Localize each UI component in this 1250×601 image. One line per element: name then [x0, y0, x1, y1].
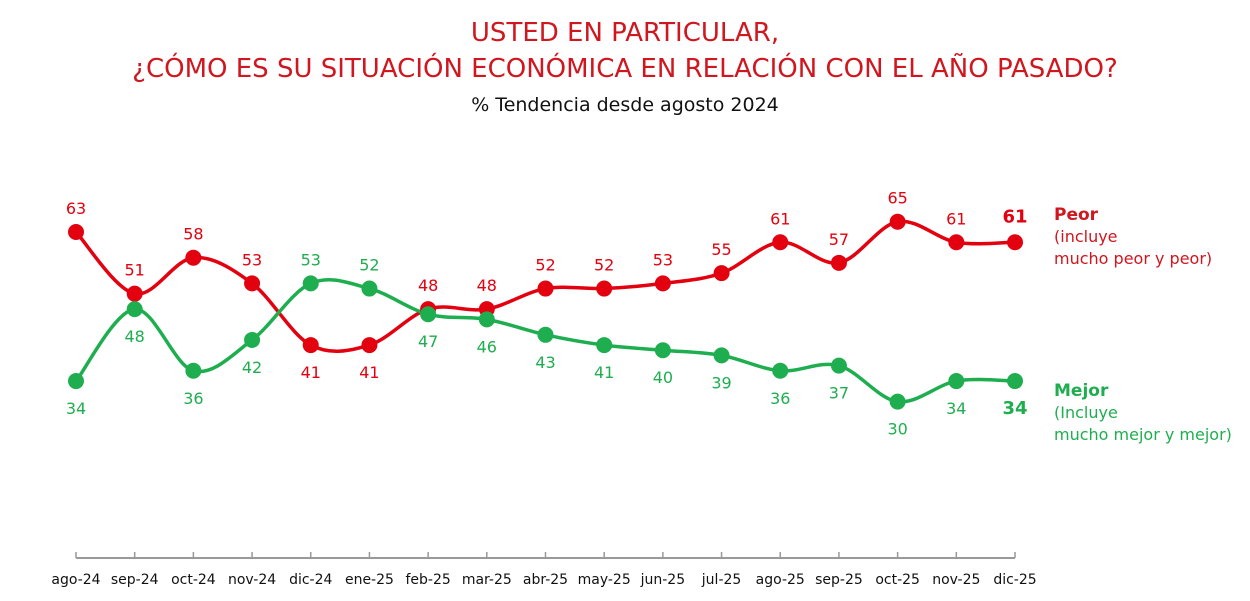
data-label-mejor: 43 — [535, 353, 555, 372]
data-point-peor — [68, 224, 84, 240]
data-label-mejor: 47 — [418, 332, 438, 351]
data-point-mejor — [654, 342, 671, 359]
x-tick-label: dic-25 — [993, 572, 1036, 588]
data-label-mejor: 34 — [1002, 398, 1027, 419]
data-point-mejor — [420, 306, 437, 323]
data-label-mejor: 41 — [594, 363, 614, 382]
chart-title-line1: USTED EN PARTICULAR, — [470, 18, 780, 48]
legend-mejor-name: Mejor — [1054, 381, 1109, 401]
data-point-mejor — [1007, 373, 1023, 390]
data-label-mejor: 53 — [301, 250, 321, 269]
data-label-mejor: 36 — [183, 389, 203, 408]
data-label-peor: 48 — [418, 276, 438, 295]
chart-title-line2: ¿CÓMO ES SU SITUACIÓN ECONÓMICA EN RELAC… — [132, 54, 1118, 84]
data-point-mejor — [713, 347, 730, 364]
data-point-peor — [596, 280, 613, 297]
data-label-mejor: 30 — [887, 420, 907, 439]
x-tick-label: ago-24 — [51, 572, 100, 588]
x-tick-label: feb-25 — [405, 572, 450, 588]
data-point-mejor — [244, 331, 261, 348]
x-tick-label: dic-24 — [289, 572, 332, 588]
data-point-mejor — [68, 373, 84, 390]
series-line-mejor — [74, 278, 1016, 404]
x-tick-label: sep-25 — [815, 572, 863, 588]
data-label-mejor: 42 — [242, 358, 262, 377]
data-label-peor: 41 — [301, 363, 321, 382]
data-point-peor — [244, 275, 261, 292]
data-point-peor — [185, 249, 202, 266]
data-label-peor: 52 — [535, 256, 555, 275]
x-tick-label: ene-25 — [345, 572, 394, 588]
x-tick-label: may-25 — [578, 572, 631, 588]
data-point-peor — [126, 285, 143, 302]
data-point-peor — [830, 254, 847, 271]
data-point-mejor — [478, 311, 495, 328]
x-tick-label: oct-25 — [875, 572, 920, 588]
data-point-peor — [1007, 234, 1023, 251]
legend-mejor: Mejor (Incluye mucho mejor y mejor) — [1054, 380, 1232, 446]
data-label-peor: 52 — [594, 256, 614, 275]
data-label-peor: 41 — [359, 363, 379, 382]
x-tick-label: mar-25 — [462, 572, 512, 588]
data-point-mejor — [185, 362, 202, 379]
data-point-mejor — [772, 362, 789, 379]
data-label-peor: 51 — [125, 261, 145, 280]
data-label-mejor: 48 — [125, 327, 145, 346]
data-label-mejor: 34 — [66, 399, 86, 418]
data-point-mejor — [302, 275, 319, 292]
data-label-mejor: 36 — [770, 389, 790, 408]
data-label-mejor: 34 — [946, 399, 966, 418]
data-label-peor: 58 — [183, 225, 203, 244]
data-label-peor: 57 — [829, 230, 849, 249]
data-point-peor — [361, 337, 378, 354]
x-tick-label: jun-25 — [640, 572, 686, 588]
x-tick-label: sep-24 — [111, 572, 159, 588]
data-point-peor — [302, 337, 319, 354]
data-point-mejor — [830, 357, 847, 374]
data-point-mejor — [948, 373, 965, 390]
data-point-peor — [889, 213, 906, 230]
data-label-peor: 61 — [770, 209, 790, 228]
data-label-mejor: 37 — [829, 384, 849, 403]
data-label-mejor: 39 — [711, 373, 731, 392]
data-point-peor — [713, 265, 730, 282]
legend-peor-name: Peor — [1054, 205, 1099, 225]
data-label-peor: 53 — [242, 250, 262, 269]
data-label-mejor: 40 — [653, 368, 673, 387]
data-label-peor: 53 — [653, 250, 673, 269]
data-label-peor: 55 — [711, 240, 731, 259]
chart-subtitle: % Tendencia desde agosto 2024 — [471, 94, 779, 116]
data-label-peor: 61 — [1002, 206, 1027, 227]
legend-mejor-note: (Incluye mucho mejor y mejor) — [1054, 403, 1232, 444]
data-point-peor — [537, 280, 554, 297]
x-tick-label: oct-24 — [171, 572, 216, 588]
x-tick-label: nov-24 — [228, 572, 276, 588]
data-label-mejor: 46 — [477, 337, 497, 356]
x-tick-label: jul-25 — [701, 572, 742, 588]
x-tick-label: abr-25 — [523, 572, 568, 588]
legend-peor-note: (incluye mucho peor y peor) — [1054, 227, 1213, 268]
data-point-peor — [948, 234, 965, 251]
data-label-peor: 63 — [66, 199, 86, 218]
data-point-mejor — [596, 337, 613, 354]
data-label-peor: 65 — [887, 189, 907, 208]
x-tick-label: nov-25 — [932, 572, 980, 588]
data-point-mejor — [361, 280, 378, 297]
legend-peor: Peor (incluye mucho peor y peor) — [1054, 204, 1212, 270]
data-label-peor: 48 — [477, 276, 497, 295]
data-label-peor: 61 — [946, 209, 966, 228]
data-point-peor — [654, 275, 671, 292]
data-point-mejor — [537, 326, 554, 343]
data-label-mejor: 52 — [359, 256, 379, 275]
data-point-peor — [772, 234, 789, 251]
x-tick-label: ago-25 — [756, 572, 805, 588]
data-point-mejor — [889, 393, 906, 410]
data-point-mejor — [126, 301, 143, 318]
